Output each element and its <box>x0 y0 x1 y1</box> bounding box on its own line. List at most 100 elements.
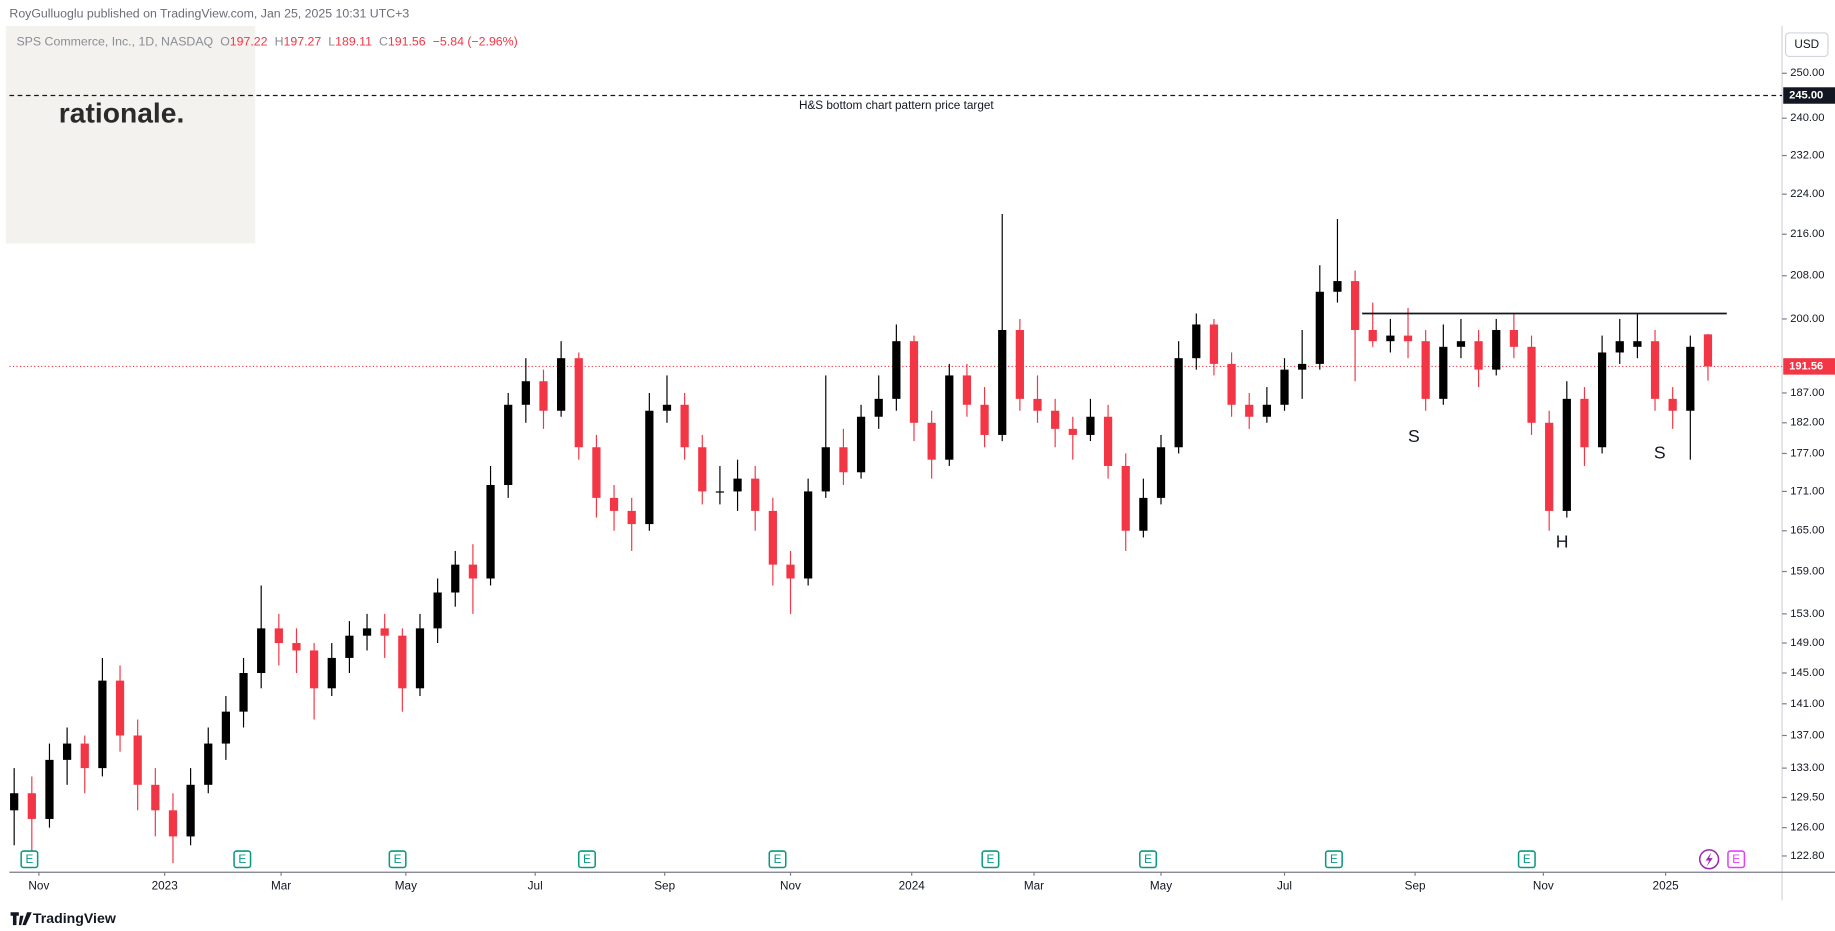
candle-body <box>186 784 195 837</box>
earnings-label: E <box>1330 853 1338 866</box>
pattern-label: S <box>1408 426 1420 446</box>
candle-body <box>645 410 654 525</box>
candle-body <box>609 497 619 511</box>
y-tick-label: 165.00 <box>1790 525 1824 537</box>
last-price-label: 191.56 <box>1789 360 1823 372</box>
candle-body <box>221 711 231 744</box>
x-tick-label: 2023 <box>152 879 179 892</box>
x-tick-label: 2025 <box>1653 879 1680 892</box>
x-tick-label: Nov <box>1533 879 1554 892</box>
candle-body <box>1527 346 1536 423</box>
candle-body <box>892 341 901 399</box>
candle-body <box>1615 341 1624 353</box>
y-tick-label: 177.00 <box>1790 447 1824 459</box>
candle-body <box>1033 398 1042 411</box>
ohlc-key: C <box>379 35 388 49</box>
candle-body <box>557 358 566 411</box>
candle-body <box>1350 281 1360 331</box>
candle-body <box>662 404 672 411</box>
candle-body <box>1298 363 1307 370</box>
x-tick-label: Jul <box>528 879 543 892</box>
candle-body <box>1456 341 1466 347</box>
y-tick-label: 208.00 <box>1790 270 1824 282</box>
candle-body <box>768 510 777 565</box>
ohlc-value: 197.27 <box>284 35 322 49</box>
candle-body <box>715 491 725 493</box>
y-tick-label: 122.80 <box>1790 850 1824 862</box>
x-tick-label: Nov <box>780 879 801 892</box>
y-tick-label: 182.00 <box>1790 417 1824 429</box>
y-tick-label: 240.00 <box>1790 112 1824 124</box>
y-tick-label: 133.00 <box>1790 762 1824 774</box>
currency: USD <box>1794 38 1819 51</box>
candle-body <box>1562 398 1571 511</box>
candle-body <box>804 491 813 579</box>
candle-body <box>627 510 636 525</box>
candle-body <box>451 564 460 593</box>
candle-body <box>821 447 830 492</box>
candle-body <box>1192 324 1201 359</box>
candle-body <box>1333 281 1342 292</box>
candle-body <box>1650 341 1660 399</box>
earnings-label: E <box>987 853 995 866</box>
earnings-label: E <box>1523 853 1531 866</box>
earnings-marker <box>577 850 596 869</box>
y-tick-label: 232.00 <box>1790 149 1824 161</box>
ohlc-key: L <box>328 35 335 49</box>
candle-body <box>10 793 19 811</box>
x-tick-label: Sep <box>1405 879 1426 892</box>
candle-body <box>1315 291 1324 364</box>
candle-body <box>680 404 689 448</box>
candle-body <box>539 381 548 411</box>
y-tick-label: 159.00 <box>1790 565 1824 577</box>
ohlc-value: 197.22 <box>230 35 268 49</box>
candle-body <box>115 680 125 736</box>
candle-body <box>239 673 248 712</box>
candle-body <box>98 680 107 769</box>
y-tick-label: 171.00 <box>1790 485 1824 497</box>
x-tick-label: May <box>1150 879 1172 892</box>
candle-body <box>1439 346 1448 399</box>
earnings-marker <box>1727 850 1746 869</box>
pattern-label: S <box>1654 442 1666 462</box>
candle-body <box>751 478 760 511</box>
earnings-marker <box>1324 850 1343 869</box>
y-tick-label: 137.00 <box>1790 729 1824 741</box>
candle-body <box>133 735 142 785</box>
candle-body <box>521 381 530 405</box>
candle-body <box>592 447 601 498</box>
candle-body <box>1280 369 1289 405</box>
candle-body <box>1668 398 1677 411</box>
currency-box[interactable] <box>1785 32 1829 58</box>
y-tick-label: 145.00 <box>1790 667 1824 679</box>
candle-body <box>698 447 707 492</box>
candle-body <box>1121 465 1130 531</box>
ohlc-value: 189.11 <box>335 35 372 49</box>
y-tick-label: 141.00 <box>1790 698 1824 710</box>
candle-body <box>292 643 301 651</box>
change: −5.84 (−2.96%) <box>433 35 518 49</box>
legend: SPS Commerce, Inc., 1D, NASDAQ O197.22 H19… <box>16 35 517 49</box>
candle-body <box>504 404 513 486</box>
y-tick-label: 216.00 <box>1790 228 1824 240</box>
candle-body <box>380 628 389 636</box>
y-tick-label: 126.00 <box>1790 822 1824 834</box>
earnings-marker <box>20 850 39 869</box>
candle-body <box>927 422 936 460</box>
candle-body <box>1686 346 1695 411</box>
candle-body <box>362 628 372 636</box>
candle-body <box>486 485 495 579</box>
candle-body <box>204 743 213 785</box>
x-tick-label: 2024 <box>899 879 926 892</box>
candle-body <box>1262 404 1271 417</box>
candle-body <box>1245 404 1254 417</box>
candle-body <box>998 330 1007 435</box>
candle-body <box>27 793 36 819</box>
candle-body <box>415 628 425 689</box>
earnings-marker <box>1139 850 1158 869</box>
candle-body <box>1086 416 1095 435</box>
candle-body <box>45 759 54 819</box>
ohlc-key: H <box>275 35 284 49</box>
candle-body <box>1509 330 1519 347</box>
